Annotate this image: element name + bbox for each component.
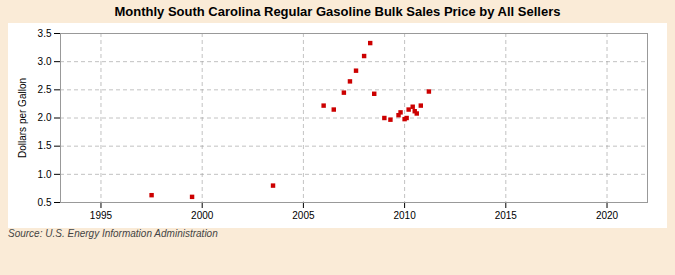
html-text:Monthly South Carolina Regular: Monthly South Carolina Regular Gasoline …	[114, 4, 561, 19]
svg-text:1.0: 1.0	[38, 169, 52, 180]
svg-text:2.0: 2.0	[38, 112, 52, 123]
svg-text:2005: 2005	[292, 210, 315, 221]
html-text:Source: U.S. Energy Informatio: Source: U.S. Energy Information Administ…	[8, 228, 218, 239]
svg-text:2010: 2010	[393, 210, 416, 221]
svg-text:2015: 2015	[495, 210, 518, 221]
svg-text:2000: 2000	[191, 210, 214, 221]
svg-text:1.5: 1.5	[38, 140, 52, 151]
svg-text:0.5: 0.5	[38, 197, 52, 208]
svg-text:3.5: 3.5	[38, 28, 52, 39]
svg-text:3.0: 3.0	[38, 56, 52, 67]
svg-text:2.5: 2.5	[38, 84, 52, 95]
svg-text:1995: 1995	[90, 210, 113, 221]
svg-text:2020: 2020	[596, 210, 619, 221]
svg-text:Dollars per Gallon: Dollars per Gallon	[17, 78, 28, 158]
